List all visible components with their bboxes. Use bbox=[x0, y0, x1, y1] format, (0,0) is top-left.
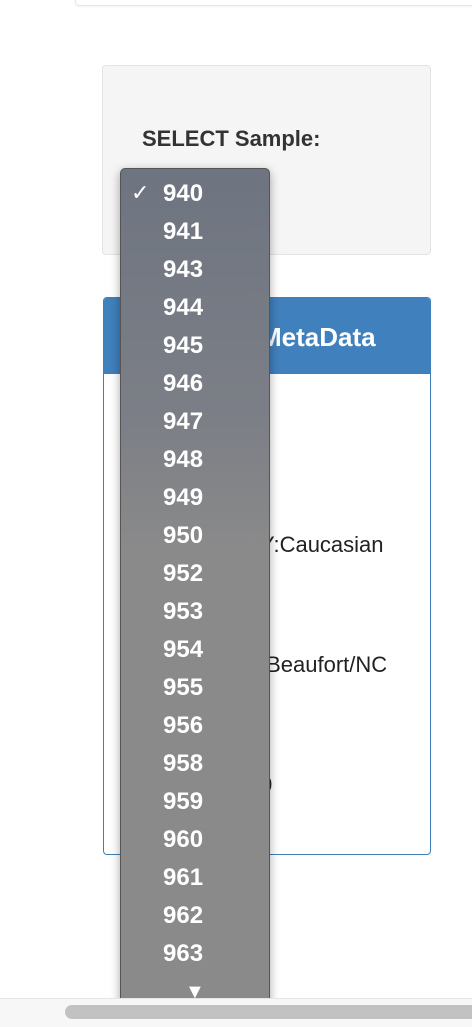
dropdown-option[interactable]: 960 bbox=[163, 826, 204, 853]
dropdown-option[interactable]: 949 bbox=[163, 484, 204, 511]
dropdown-option[interactable]: 943 bbox=[163, 256, 204, 283]
check-icon: ✓ bbox=[131, 180, 150, 205]
dropdown-option[interactable]: 944 bbox=[163, 294, 204, 321]
panel-title: MetaData bbox=[260, 322, 376, 352]
dropdown-option[interactable]: 940 bbox=[163, 180, 204, 207]
dropdown-list[interactable]: ✓ ▼ 940 941 943 944 945 946 947 948 949 950 952 953… bbox=[120, 168, 270, 1015]
dropdown-option[interactable]: 945 bbox=[163, 332, 204, 359]
dropdown-option[interactable]: 963 bbox=[163, 940, 204, 967]
dropdown-option[interactable]: 952 bbox=[163, 560, 204, 587]
card-edge bbox=[75, 0, 472, 6]
dropdown-option[interactable]: 958 bbox=[163, 750, 204, 777]
dropdown-option[interactable]: 959 bbox=[163, 788, 204, 815]
dropdown-option[interactable]: 948 bbox=[163, 446, 204, 473]
metadata-line: Y:Caucasian bbox=[260, 532, 384, 557]
dropdown-option[interactable]: 946 bbox=[163, 370, 204, 397]
metadata-line: :Beaufort/NC bbox=[260, 652, 388, 677]
scrollbar-thumb[interactable] bbox=[65, 1005, 472, 1019]
select-label: SELECT Sample: bbox=[142, 126, 321, 151]
dropdown-option[interactable]: 961 bbox=[163, 864, 204, 891]
dropdown-option[interactable]: 956 bbox=[163, 712, 204, 739]
dropdown-option[interactable]: 962 bbox=[163, 902, 204, 929]
dropdown-option[interactable]: 947 bbox=[163, 408, 204, 435]
dropdown-option[interactable]: 954 bbox=[163, 636, 204, 663]
dropdown-option[interactable]: 953 bbox=[163, 598, 204, 625]
dropdown-option[interactable]: 955 bbox=[163, 674, 204, 701]
scroll-down-arrow[interactable]: ▼ bbox=[185, 981, 205, 1003]
dropdown-option[interactable]: 941 bbox=[163, 218, 204, 245]
dropdown-option[interactable]: 950 bbox=[163, 522, 204, 549]
